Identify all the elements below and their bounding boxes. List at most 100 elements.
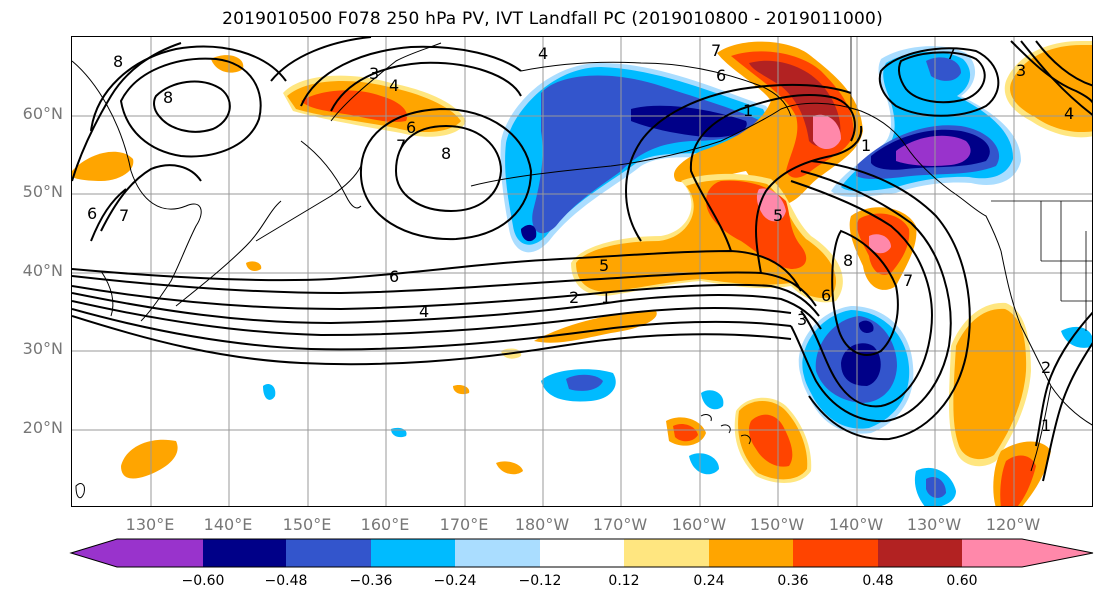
coast-alaska-south <box>720 102 907 147</box>
border-states <box>1040 201 1092 331</box>
shade-cyan <box>1061 326 1092 348</box>
coast-korea <box>100 270 114 317</box>
colorbar-tick-label: 0.36 <box>777 573 809 589</box>
pv-contour <box>100 164 202 232</box>
contour-label: 1 <box>743 101 753 120</box>
colorbar-tick-label: −0.60 <box>181 573 225 589</box>
pv-contour <box>72 283 820 317</box>
coast-bc <box>905 145 1002 252</box>
pv-contour <box>878 47 1000 117</box>
pv-contour <box>359 107 533 241</box>
shade-red <box>1000 455 1036 506</box>
pv-contours <box>72 37 1092 482</box>
contour-label: 6 <box>389 267 399 286</box>
contour-label: 1 <box>861 136 871 155</box>
contour-label: 4 <box>538 44 548 63</box>
pv-contour <box>270 37 372 82</box>
contour-label: 4 <box>1064 104 1074 123</box>
shade-red <box>673 424 698 442</box>
colorbar-segment <box>624 539 709 567</box>
pv-contour <box>72 300 792 337</box>
colorbar-segment <box>709 539 793 567</box>
contour-label: 2 <box>569 288 579 307</box>
coastlines <box>72 42 1092 499</box>
contour-label: 6 <box>87 204 97 223</box>
lat-label-40n: 40°N <box>22 261 63 280</box>
contour-label: 7 <box>946 44 956 63</box>
contour-label: 4 <box>419 302 429 321</box>
pv-contour <box>689 93 856 252</box>
shade-pink <box>756 188 786 222</box>
lon-label-180w: 180°W <box>514 515 570 534</box>
contour-label: 1 <box>601 288 611 307</box>
colorbar-segment <box>286 539 371 567</box>
shade-orange <box>534 311 657 343</box>
pv-contour <box>897 51 986 104</box>
colorbar-tick-label: −0.24 <box>433 573 477 589</box>
pv-contour <box>790 170 952 423</box>
contour-label: 6 <box>821 286 831 305</box>
contour-label: 3 <box>1016 61 1026 80</box>
pv-contour <box>1010 40 1092 104</box>
lon-label-160e: 160°E <box>360 515 410 534</box>
shade-red <box>748 414 793 467</box>
pv-contour <box>300 45 522 107</box>
shade-cyan <box>263 384 276 400</box>
colorbar-segment <box>71 539 203 567</box>
map-title: 2019010500 F078 250 hPa PV, IVT Landfall… <box>222 9 883 29</box>
coast-kamchatka <box>330 42 442 122</box>
pv-contour <box>153 80 231 133</box>
lon-label-130w: 130°W <box>906 515 962 534</box>
shade-blue <box>926 476 946 498</box>
pv-contour <box>1020 40 1092 116</box>
contour-label: 7 <box>396 136 406 155</box>
lon-label-170e: 170°E <box>439 515 489 534</box>
contour-label: 7 <box>119 206 129 225</box>
shade-orange <box>453 384 470 395</box>
contour-label: 6 <box>406 118 416 137</box>
lon-label-150e: 150°E <box>282 515 332 534</box>
pv-contour <box>755 125 863 274</box>
colorbar-tick-label: −0.48 <box>264 573 308 589</box>
contour-label: 5 <box>599 256 609 275</box>
pv-contour <box>394 124 503 213</box>
contour-label: 2 <box>1041 358 1051 377</box>
pv-contour <box>90 188 127 242</box>
lon-label-170w: 170°W <box>592 515 648 534</box>
contour-labels: 8 8 6 7 3 4 4 7 6 7 7 6 8 6 4 5 2 1 5 8 … <box>87 41 1074 435</box>
colorbar-tick-label: 0.24 <box>693 573 725 589</box>
contour-label: 8 <box>843 251 853 270</box>
lat-label-30n: 30°N <box>22 339 63 358</box>
colorbar-tick-label: −0.12 <box>518 573 562 589</box>
map-canvas: 8 8 6 7 3 4 4 7 6 7 7 6 8 6 4 5 2 1 5 8 … <box>72 37 1092 506</box>
pv-contour <box>72 308 792 351</box>
coast-japan <box>175 200 282 307</box>
colorbar-tick-label: 0.60 <box>946 573 978 589</box>
coast-kurils <box>255 165 362 242</box>
lat-label-50n: 50°N <box>22 182 63 201</box>
pv-contour <box>1042 342 1092 482</box>
colorbar-tick-label: −0.36 <box>349 573 393 589</box>
contour-label: 7 <box>711 41 721 60</box>
shade-pink <box>869 234 891 254</box>
contour-label: 8 <box>163 88 173 107</box>
colorbar-segments <box>71 539 1093 567</box>
lat-label-20n: 20°N <box>22 418 63 437</box>
colorbar-segment <box>455 539 540 567</box>
borders <box>850 37 1092 331</box>
lon-label-120w: 120°W <box>985 515 1041 534</box>
contour-label: 5 <box>773 206 783 225</box>
coast-alaska <box>520 61 792 117</box>
shade-red <box>301 90 408 122</box>
shade-orange <box>246 261 262 271</box>
lon-label-140e: 140°E <box>203 515 253 534</box>
shade-orange <box>211 55 244 73</box>
coast-aleutians <box>470 140 722 187</box>
contour-label: 3 <box>797 310 807 329</box>
lat-label-60n: 60°N <box>22 104 63 123</box>
pv-contour <box>1035 40 1092 87</box>
contour-label: 8 <box>113 52 123 71</box>
shade-blue <box>566 374 603 391</box>
contour-label: 4 <box>389 76 399 95</box>
pv-contour <box>330 61 522 112</box>
